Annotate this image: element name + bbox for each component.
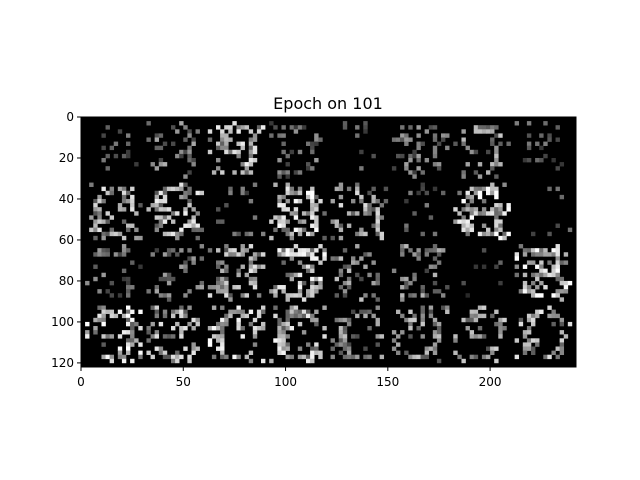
plot-title: Epoch on 101 (273, 94, 383, 113)
sample-cell (330, 305, 385, 360)
sample-cell (85, 244, 143, 298)
sample-cell (216, 182, 266, 237)
x-tick-label: 200 (479, 375, 502, 389)
sample-cell (146, 121, 200, 179)
sample-cell (85, 305, 143, 364)
sample-cell (531, 186, 573, 237)
sample-cell (146, 305, 200, 364)
sample-cell (269, 244, 327, 302)
x-tick-label: 0 (77, 375, 85, 389)
y-tick-label: 100 (51, 315, 74, 329)
sample-cell (269, 305, 327, 364)
sample-cell (146, 244, 205, 302)
sample-cell (453, 305, 507, 364)
sample-cell (330, 182, 389, 241)
sample-cell (514, 244, 573, 302)
image-background (81, 117, 576, 367)
y-tick-label: 80 (59, 274, 74, 288)
sample-cell (461, 248, 503, 298)
sample-cell (391, 244, 450, 302)
sample-cell (453, 182, 511, 241)
sample-cell (514, 305, 573, 360)
sample-cell (269, 182, 327, 241)
sample-cell (207, 121, 266, 175)
x-axis: 0 50 100 150 200 (77, 367, 502, 389)
y-tick-label: 120 (51, 356, 74, 370)
sample-cell (404, 182, 446, 237)
sample-cell (391, 305, 450, 364)
sample-cell (207, 305, 266, 364)
y-tick-label: 40 (59, 192, 74, 206)
y-tick-label: 0 (66, 110, 74, 124)
sample-cell (514, 121, 565, 171)
axes-frame (80, 116, 577, 368)
sample-cell (330, 244, 380, 302)
x-tick-label: 50 (176, 375, 191, 389)
y-tick-label: 60 (59, 233, 74, 247)
sample-cell (269, 121, 323, 179)
sample-cell (342, 121, 376, 171)
x-tick-label: 150 (376, 375, 399, 389)
sample-grid-image (81, 117, 576, 367)
sample-cell (391, 125, 450, 179)
x-tick-label: 100 (274, 375, 297, 389)
y-tick-label: 20 (59, 151, 74, 165)
y-axis: 0 20 40 60 80 100 120 (51, 110, 81, 370)
sample-cell (207, 244, 266, 302)
sample-cell (101, 125, 139, 171)
sample-cell (146, 182, 205, 241)
sample-cell (89, 182, 143, 241)
sample-cell (453, 125, 511, 179)
